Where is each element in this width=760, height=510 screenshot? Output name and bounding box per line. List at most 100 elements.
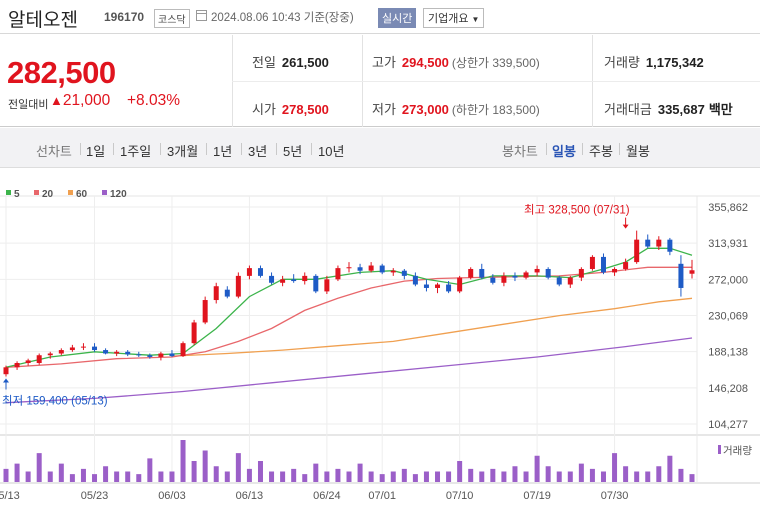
period-1w[interactable]: 1주일 — [120, 144, 152, 159]
candle-body — [379, 265, 385, 273]
period-3y[interactable]: 3년 — [248, 144, 268, 159]
candlestick-chart[interactable]: 355,862 313,931 272,000 230,069 188,138 146,2… — [0, 169, 760, 510]
candle-body — [534, 268, 540, 273]
chevron-down-icon: ▼ — [471, 15, 480, 24]
prev-close-label: 전일 — [252, 55, 276, 70]
volume-bar — [324, 471, 330, 482]
x-tick-label: 07/30 — [601, 490, 629, 502]
y-tick-label: 230,069 — [708, 311, 748, 323]
period-1y[interactable]: 1년 — [213, 144, 233, 159]
candle-body — [47, 353, 53, 356]
volume-bar — [14, 463, 20, 482]
day-high-label: 고가 — [372, 55, 396, 70]
volume-bar — [147, 458, 153, 482]
candle-body — [25, 360, 31, 363]
volume-bar — [600, 471, 606, 482]
candle-body — [612, 268, 618, 273]
candle-body — [357, 267, 363, 271]
divider — [232, 81, 760, 82]
candle-body — [3, 367, 9, 375]
candle-body — [578, 268, 584, 278]
period-monthly[interactable]: 월봉 — [626, 144, 650, 159]
volume-bar — [634, 471, 640, 482]
candle-body — [158, 353, 164, 357]
timestamp-value: 2024.08.06 10:43 — [211, 12, 301, 24]
volume-bar — [589, 468, 595, 482]
volume-bar — [567, 471, 573, 482]
legend-label: 20 — [42, 189, 54, 200]
volume-bar — [257, 461, 263, 482]
volume-bar — [235, 453, 241, 482]
x-tick-label: 05/23 — [81, 490, 109, 502]
volume-bar — [224, 471, 230, 482]
period-5y[interactable]: 5년 — [283, 144, 303, 159]
stock-name: 알테오젠 — [8, 10, 78, 31]
period-3m[interactable]: 3개월 — [167, 144, 199, 159]
y-tick-label: 104,277 — [708, 419, 748, 431]
prev-close: 전일 261,500 — [252, 52, 329, 71]
volume-bar — [80, 468, 86, 482]
volume-bar — [3, 468, 9, 482]
y-tick-label: 272,000 — [708, 274, 748, 286]
change-amount: ▲21,000 — [50, 92, 110, 110]
volume-bar — [302, 474, 308, 482]
timestamp: 2024.08.06 10:43 기준(장중) — [211, 9, 354, 25]
volume-bar — [103, 466, 109, 482]
candle-body — [468, 268, 474, 278]
period-weekly[interactable]: 주봉 — [589, 144, 613, 159]
ma-60-line — [171, 297, 693, 357]
candle-chart-label: 봉차트 — [502, 144, 538, 159]
volume-bar — [335, 468, 341, 482]
volume-bar — [390, 471, 396, 482]
candle-body — [169, 353, 175, 357]
period-10y[interactable]: 10년 — [318, 144, 345, 159]
realtime-button[interactable]: 실시간 — [378, 8, 417, 28]
candle-body — [678, 263, 684, 288]
volume-bar — [291, 468, 297, 482]
candle-body — [125, 351, 131, 355]
candle-body — [346, 267, 352, 269]
candle-body — [645, 239, 651, 247]
volume-bar — [623, 466, 629, 482]
candle-body — [501, 275, 507, 283]
candle-body — [600, 256, 606, 273]
candle-body — [457, 277, 463, 292]
candle-body — [556, 277, 562, 285]
candle-body — [136, 354, 142, 356]
candle-body — [191, 322, 197, 344]
candle-body — [335, 268, 341, 280]
candle-body — [435, 284, 441, 288]
day-high: 고가 294,500 (상한가 339,500) — [372, 52, 540, 71]
candle-body — [114, 351, 120, 354]
candle-body — [523, 272, 529, 278]
candle-body — [368, 265, 374, 271]
candle-body — [512, 275, 518, 278]
open-label: 시가 — [252, 102, 276, 117]
candle-body — [656, 239, 662, 247]
ma-20-line — [5, 266, 692, 368]
period-daily[interactable]: 일봉 — [552, 144, 576, 159]
company-overview-dropdown[interactable]: 기업개요 ▼ — [423, 8, 485, 28]
divider — [113, 143, 114, 155]
volume: 거래량 1,175,342 — [604, 52, 704, 71]
volume-bar — [379, 474, 385, 482]
volume-bar — [368, 471, 374, 482]
candle-body — [213, 286, 219, 301]
candle-body — [14, 362, 20, 368]
volume-bar — [58, 463, 64, 482]
volume-legend-swatch — [718, 445, 721, 454]
volume-bar — [202, 450, 208, 482]
volume-bar — [401, 468, 407, 482]
volume-bar — [479, 471, 485, 482]
candle-body — [545, 268, 551, 278]
candle-body — [69, 347, 75, 351]
legend-swatch — [6, 190, 11, 195]
legend-label: 5 — [14, 189, 20, 200]
volume-bar — [523, 471, 529, 482]
volume-bar — [667, 455, 673, 482]
divider — [206, 143, 207, 155]
period-1d[interactable]: 1일 — [86, 144, 106, 159]
candle-body — [103, 350, 109, 354]
volume-bar — [534, 455, 540, 482]
candle-body — [567, 277, 573, 285]
